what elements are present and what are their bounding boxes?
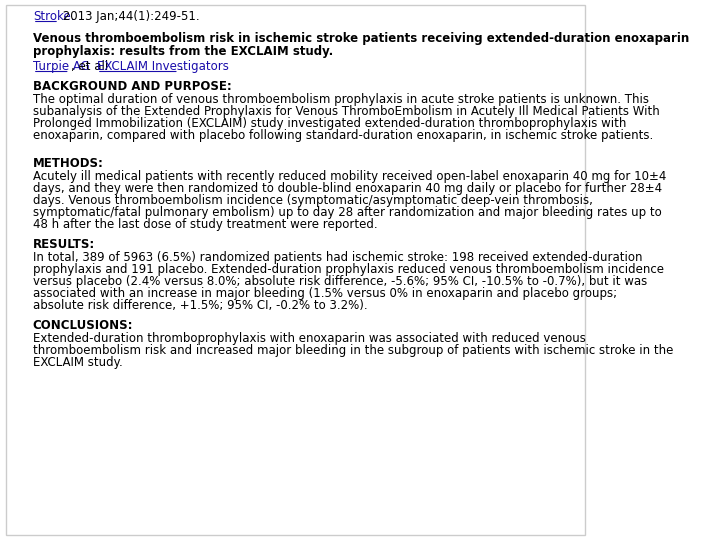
Text: days, and they were then randomized to double-blind enoxaparin 40 mg daily or pl: days, and they were then randomized to d… <box>33 182 662 195</box>
Text: associated with an increase in major bleeding (1.5% versus 0% in enoxaparin and : associated with an increase in major ble… <box>33 287 617 300</box>
Text: thromboembolism risk and increased major bleeding in the subgroup of patients wi: thromboembolism risk and increased major… <box>33 344 673 357</box>
Text: prophylaxis and 191 placebo. Extended-duration prophylaxis reduced venous thromb: prophylaxis and 191 placebo. Extended-du… <box>33 263 664 276</box>
Text: enoxaparin, compared with placebo following standard-duration enoxaparin, in isc: enoxaparin, compared with placebo follow… <box>33 129 653 142</box>
Text: versus placebo (2.4% versus 8.0%; absolute risk difference, -5.6%; 95% CI, -10.5: versus placebo (2.4% versus 8.0%; absolu… <box>33 275 647 288</box>
Text: CONCLUSIONS:: CONCLUSIONS: <box>33 319 133 332</box>
Text: METHODS:: METHODS: <box>33 157 104 170</box>
Text: symptomatic/fatal pulmonary embolism) up to day 28 after randomization and major: symptomatic/fatal pulmonary embolism) up… <box>33 206 662 219</box>
Text: Turpie AG: Turpie AG <box>33 60 89 73</box>
Text: Extended-duration thromboprophylaxis with enoxaparin was associated with reduced: Extended-duration thromboprophylaxis wit… <box>33 332 585 345</box>
Text: BACKGROUND AND PURPOSE:: BACKGROUND AND PURPOSE: <box>33 80 232 93</box>
Text: absolute risk difference, +1.5%; 95% CI, -0.2% to 3.2%).: absolute risk difference, +1.5%; 95% CI,… <box>33 299 367 312</box>
Text: The optimal duration of venous thromboembolism prophylaxis in acute stroke patie: The optimal duration of venous thromboem… <box>33 93 649 106</box>
Text: 48 h after the last dose of study treatment were reported.: 48 h after the last dose of study treatm… <box>33 218 377 231</box>
Text: , et all: , et all <box>71 60 112 73</box>
Text: days. Venous thromboembolism incidence (symptomatic/asymptomatic deep-vein throm: days. Venous thromboembolism incidence (… <box>33 194 593 207</box>
Text: 2013 Jan;44(1):249-51.: 2013 Jan;44(1):249-51. <box>59 10 199 23</box>
Text: Venous thromboembolism risk in ischemic stroke patients receiving extended-durat: Venous thromboembolism risk in ischemic … <box>33 32 689 45</box>
FancyBboxPatch shape <box>6 5 585 535</box>
Text: prophylaxis: results from the EXCLAIM study.: prophylaxis: results from the EXCLAIM st… <box>33 45 333 58</box>
Text: subanalysis of the Extended Prophylaxis for Venous ThromboEmbolism in Acutely Il: subanalysis of the Extended Prophylaxis … <box>33 105 660 118</box>
Text: RESULTS:: RESULTS: <box>33 238 95 251</box>
Text: .: . <box>180 60 184 73</box>
Text: EXCLAIM Investigators: EXCLAIM Investigators <box>96 60 229 73</box>
Text: In total, 389 of 5963 (6.5%) randomized patients had ischemic stroke: 198 receiv: In total, 389 of 5963 (6.5%) randomized … <box>33 251 642 264</box>
Text: Stroke.: Stroke. <box>33 10 74 23</box>
Text: Prolonged Immobilization (EXCLAIM) study investigated extended-duration thrombop: Prolonged Immobilization (EXCLAIM) study… <box>33 117 626 130</box>
Text: Acutely ill medical patients with recently reduced mobility received open-label : Acutely ill medical patients with recent… <box>33 170 666 183</box>
Text: EXCLAIM study.: EXCLAIM study. <box>33 356 122 369</box>
